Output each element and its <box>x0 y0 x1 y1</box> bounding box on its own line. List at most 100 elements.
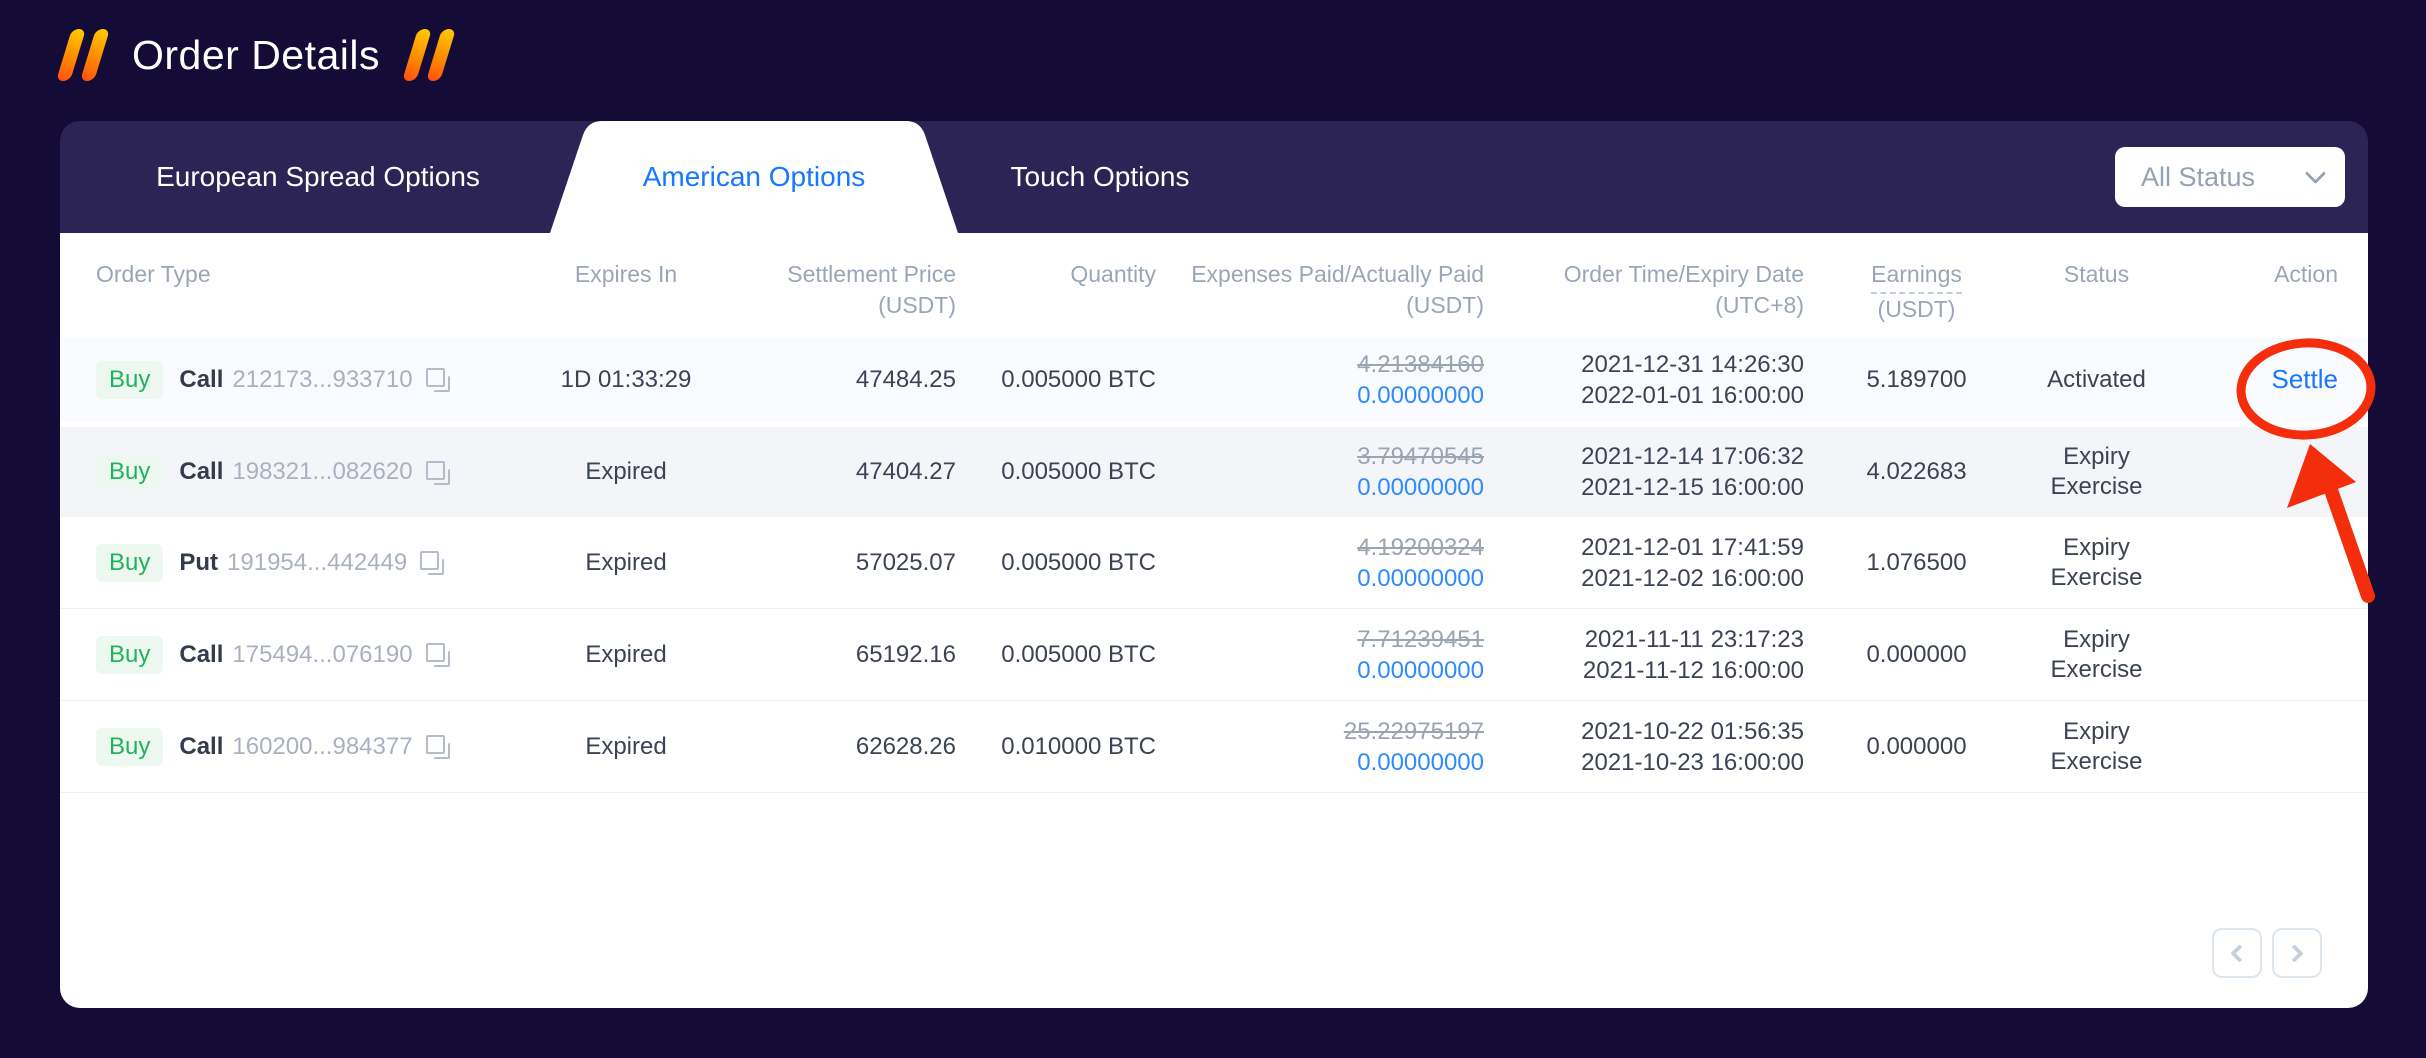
chevron-left-icon <box>2230 943 2249 963</box>
copy-icon[interactable] <box>425 642 450 667</box>
order-time-cell: 2021-10-22 01:56:35 2021-10-23 16:00:00 <box>1484 716 1804 778</box>
expiry-date: 2021-12-15 16:00:00 <box>1581 474 1804 501</box>
table-header-row: Order Type Expires In Settlement Price (… <box>60 233 2368 325</box>
expires-in-cell: Expired <box>585 732 667 760</box>
copy-icon[interactable] <box>425 734 450 759</box>
title-slashes-icon <box>56 29 110 81</box>
expiry-date: 2021-11-12 16:00:00 <box>1582 656 1804 684</box>
status-cell: Expiry Exercise <box>2050 717 2143 775</box>
order-type-cell: Buy Call 198321...082620 <box>96 453 516 491</box>
expenses-paid: 7.71239451 <box>1357 625 1484 653</box>
expenses-paid: 25.22975197 <box>1343 717 1484 745</box>
status-cell: Expiry Exercise <box>2050 443 2143 500</box>
order-type-cell: Buy Call 175494...076190 <box>96 635 516 674</box>
col-header-settlement-price: Settlement Price (USDT) <box>787 261 956 318</box>
table-row: Buy Call 160200...984377 Expired 62628.2… <box>60 701 2368 793</box>
copy-icon[interactable] <box>425 367 450 392</box>
earnings-cell: 0.000000 <box>1866 640 1967 668</box>
actually-paid: 0.00000000 <box>1357 748 1484 776</box>
quantity-cell: 0.005000 BTC <box>1001 548 1156 576</box>
option-type: Call <box>179 365 224 393</box>
expenses-paid: 3.79470545 <box>1357 443 1484 470</box>
quantity-cell: 0.010000 BTC <box>1001 732 1156 760</box>
tab-touch-options[interactable]: Touch Options <box>1010 161 1190 192</box>
order-time: 2021-12-31 14:26:30 <box>1581 350 1804 378</box>
tab-european-spread-options[interactable]: European Spread Options <box>156 161 480 192</box>
earnings-cell: 0.000000 <box>1866 732 1967 760</box>
col-header-status: Status <box>2063 261 2130 287</box>
orders-table: Order Type Expires In Settlement Price (… <box>60 233 2368 1008</box>
tab-american-options[interactable]: American Options <box>550 121 958 233</box>
chevron-down-icon <box>2304 162 2327 184</box>
earnings-tooltip-label[interactable]: Earnings <box>1871 259 1962 294</box>
col-header-earnings: Earnings (USDT) <box>1871 259 1962 322</box>
option-type: Call <box>179 732 224 760</box>
tab-american-options-label: American Options <box>642 161 866 192</box>
table-row: Buy Call 212173...933710 1D 01:33:29 474… <box>60 337 2368 427</box>
expenses-cell: 3.79470545 0.00000000 <box>1156 441 1484 503</box>
order-type-cell: Buy Put 191954...442449 <box>96 543 516 582</box>
side-badge: Buy <box>96 543 164 582</box>
status-cell: Expiry Exercise <box>2050 625 2143 683</box>
order-time: 2021-11-11 23:17:23 <box>1584 625 1804 653</box>
actually-paid: 0.00000000 <box>1357 564 1484 592</box>
order-type-cell: Buy Call 212173...933710 <box>96 360 516 399</box>
side-badge: Buy <box>96 635 164 674</box>
table-row: Buy Put 191954...442449 Expired 57025.07… <box>60 517 2368 609</box>
pagination-next-button[interactable] <box>2272 928 2322 978</box>
expiry-date: 2021-12-02 16:00:00 <box>1581 564 1804 592</box>
actually-paid: 0.00000000 <box>1357 381 1484 409</box>
pagination <box>2212 928 2322 978</box>
order-time: 2021-12-01 17:41:59 <box>1581 533 1804 561</box>
settlement-price-cell: 47404.27 <box>855 458 956 485</box>
order-time: 2021-12-14 17:06:32 <box>1581 443 1804 470</box>
action-cell: Settle <box>2164 364 2339 395</box>
col-header-expires-in: Expires In <box>574 261 678 287</box>
status-cell: Activated <box>2047 365 2146 393</box>
actually-paid: 0.00000000 <box>1357 656 1484 684</box>
expenses-cell: 7.71239451 0.00000000 <box>1156 624 1484 686</box>
order-id: 160200...984377 <box>232 732 413 760</box>
earnings-cell: 1.076500 <box>1866 548 1967 576</box>
copy-icon[interactable] <box>425 460 450 485</box>
order-id: 175494...076190 <box>232 640 413 668</box>
order-id: 212173...933710 <box>232 365 413 393</box>
option-type: Call <box>179 458 224 485</box>
col-header-order-time: Order Time/Expiry Date (UTC+8) <box>1563 261 1804 318</box>
order-time: 2021-10-22 01:56:35 <box>1581 717 1804 745</box>
expiry-date: 2022-01-01 16:00:00 <box>1581 381 1804 409</box>
col-header-action: Action <box>2274 261 2338 287</box>
pagination-prev-button[interactable] <box>2212 928 2262 978</box>
col-header-order-type: Order Type <box>96 261 211 287</box>
option-type: Put <box>179 548 219 576</box>
expiry-date: 2021-10-23 16:00:00 <box>1581 748 1804 776</box>
side-badge: Buy <box>96 727 164 766</box>
earnings-cell: 5.189700 <box>1866 365 1967 393</box>
table-row: Buy Call 175494...076190 Expired 65192.1… <box>60 609 2368 701</box>
settlement-price-cell: 65192.16 <box>855 640 956 668</box>
table-row: Buy Call 198321...082620 Expired 47404.2… <box>60 427 2368 517</box>
order-details-card: European Spread Options American Options… <box>60 121 2368 1008</box>
page-title: Order Details <box>132 31 381 78</box>
title-slashes-icon <box>402 29 456 81</box>
copy-icon[interactable] <box>419 550 445 575</box>
expires-in-cell: Expired <box>585 548 667 576</box>
expires-in-cell: Expired <box>585 458 667 485</box>
settlement-price-cell: 47484.25 <box>855 365 956 393</box>
settlement-price-cell: 62628.26 <box>855 732 956 760</box>
status-filter-value: All Status <box>2141 161 2256 192</box>
order-time-cell: 2021-12-14 17:06:32 2021-12-15 16:00:00 <box>1484 441 1804 503</box>
side-badge: Buy <box>96 360 164 399</box>
expires-in-cell: Expired <box>585 640 667 668</box>
status-filter-select[interactable]: All Status <box>2115 147 2345 207</box>
settle-link[interactable]: Settle <box>2271 364 2339 394</box>
status-cell: Expiry Exercise <box>2050 533 2143 591</box>
expenses-cell: 25.22975197 0.00000000 <box>1156 716 1484 778</box>
order-time-cell: 2021-12-01 17:41:59 2021-12-02 16:00:00 <box>1484 532 1804 594</box>
settlement-price-cell: 57025.07 <box>855 548 956 576</box>
order-id: 198321...082620 <box>232 458 413 485</box>
order-time-cell: 2021-11-11 23:17:23 2021-11-12 16:00:00 <box>1484 624 1804 686</box>
chevron-right-icon <box>2285 943 2304 963</box>
order-time-cell: 2021-12-31 14:26:30 2022-01-01 16:00:00 <box>1484 349 1804 411</box>
col-header-quantity: Quantity <box>1070 261 1156 287</box>
